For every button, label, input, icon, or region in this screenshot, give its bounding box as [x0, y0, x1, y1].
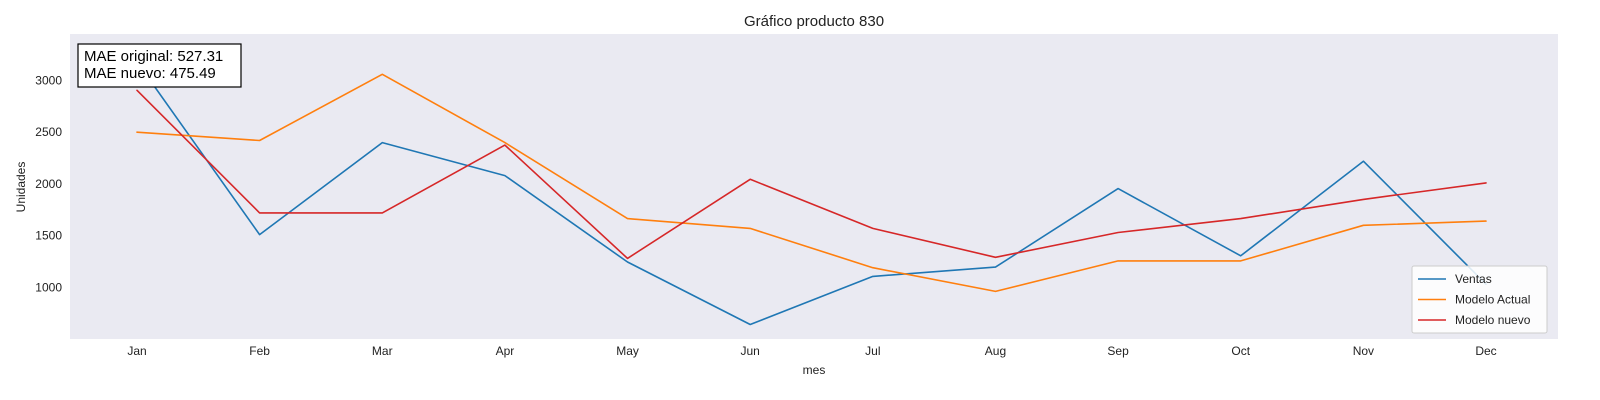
y-axis-ticks: 1000 1500 2000 2500 3000 — [35, 74, 62, 295]
x-tick-label: Jan — [127, 344, 146, 358]
legend-label: Ventas — [1455, 272, 1492, 286]
y-tick-label: 1000 — [35, 280, 62, 294]
x-tick-label: Dec — [1475, 344, 1496, 358]
legend-box — [1411, 265, 1548, 334]
plot-background — [70, 34, 1558, 339]
x-tick-label: Oct — [1231, 344, 1250, 358]
series-lines — [136, 61, 1487, 326]
x-tick-label: Nov — [1353, 344, 1374, 358]
x-tick-label: Feb — [249, 344, 270, 358]
x-axis-label: mes — [803, 363, 826, 377]
y-axis-label: Unidades — [14, 162, 28, 213]
x-axis-ticks: Jan Feb Mar Apr May Jun Jul Aug Sep Oct Nov Dec — [127, 344, 1496, 358]
mae-annotation: MAE original: 527.31 MAE nuevo: 475.49 — [77, 43, 242, 88]
series-line-modelo-nuevo — [136, 89, 1487, 260]
legend-label: Modelo nuevo — [1455, 313, 1531, 327]
x-tick-label: Mar — [372, 344, 393, 358]
y-tick-label: 2000 — [35, 177, 62, 191]
series-line-ventas — [136, 61, 1487, 326]
annotation-line-1: MAE original: 527.31 — [84, 48, 223, 65]
x-tick-label: Jun — [741, 344, 760, 358]
annotation-line-2: MAE nuevo: 475.49 — [84, 65, 216, 82]
x-tick-label: Jul — [865, 344, 880, 358]
series-line-modelo-actual — [136, 73, 1487, 293]
annotation-box — [77, 43, 242, 88]
x-tick-label: Apr — [496, 344, 515, 358]
y-tick-label: 1500 — [35, 229, 62, 243]
x-tick-label: Sep — [1107, 344, 1129, 358]
x-tick-label: May — [616, 344, 639, 358]
x-tick-label: Aug — [985, 344, 1006, 358]
chart-title: Gráfico producto 830 — [744, 13, 884, 30]
y-tick-label: 2500 — [35, 125, 62, 139]
legend: Ventas Modelo Actual Modelo nuevo — [1411, 265, 1548, 334]
legend-label: Modelo Actual — [1455, 293, 1530, 307]
y-tick-label: 3000 — [35, 74, 62, 88]
